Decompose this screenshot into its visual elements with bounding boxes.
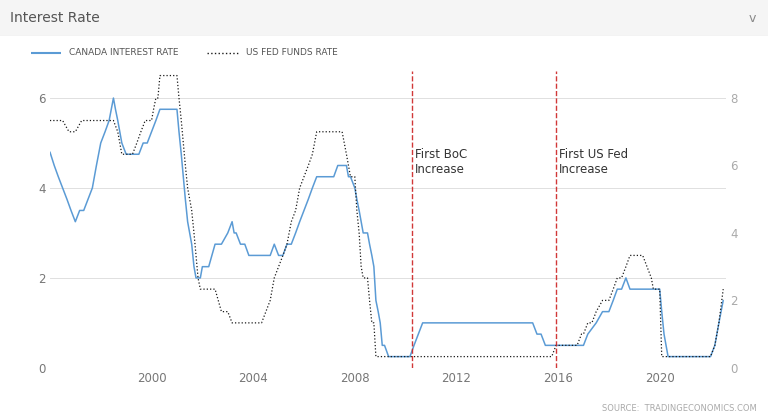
Text: US FED FUNDS RATE: US FED FUNDS RATE <box>246 48 337 57</box>
Text: CANADA INTEREST RATE: CANADA INTEREST RATE <box>69 48 179 57</box>
Text: First BoC
Increase: First BoC Increase <box>415 148 467 176</box>
Text: SOURCE:  TRADINGECONOMICS.COM: SOURCE: TRADINGECONOMICS.COM <box>602 404 756 413</box>
Text: First US Fed
Increase: First US Fed Increase <box>558 148 627 176</box>
Text: Interest Rate: Interest Rate <box>10 11 100 25</box>
Text: v: v <box>749 12 756 25</box>
